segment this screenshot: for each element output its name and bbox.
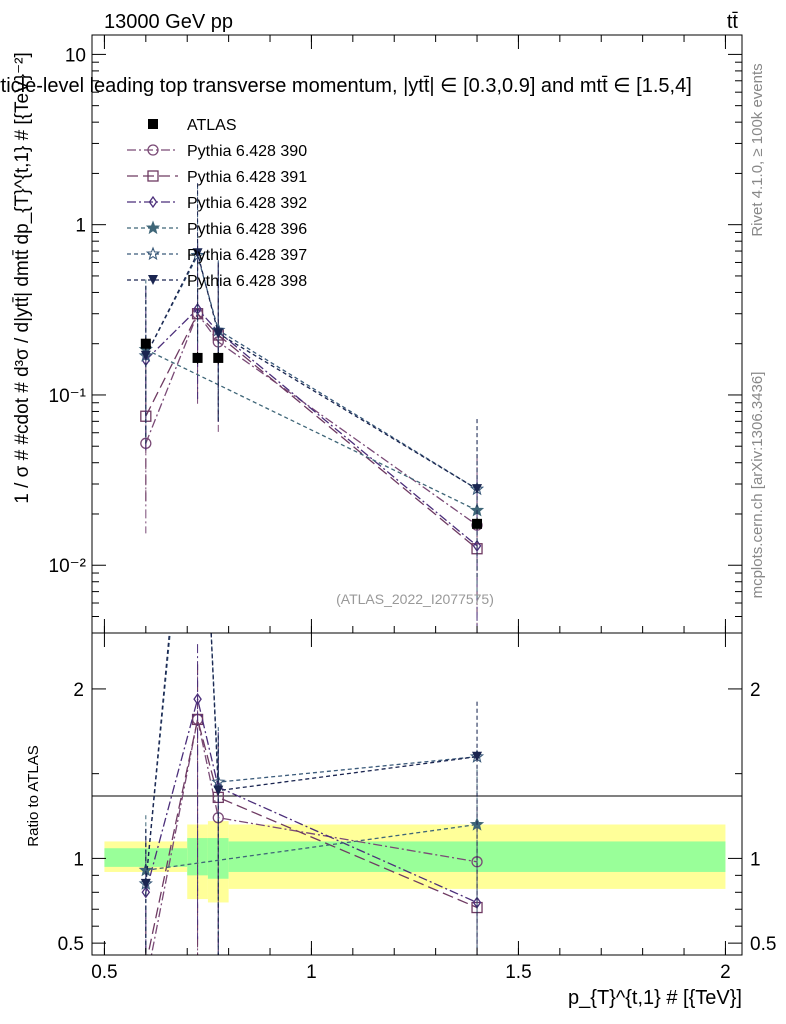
main-line-s392 bbox=[145, 307, 478, 547]
plot-title: rticle-level leading top transverse mome… bbox=[0, 75, 692, 97]
ratio-ytick-label-right-2: 2 bbox=[750, 680, 761, 701]
legend-marker-s398 bbox=[148, 275, 158, 285]
legend-marker-s396 bbox=[145, 220, 161, 235]
ratio-line-s392 bbox=[145, 698, 478, 904]
xtick-label-2: 1.5 bbox=[505, 962, 531, 983]
main-ytick-label-1: 10⁻¹ bbox=[49, 386, 87, 407]
main-point-s398-3 bbox=[472, 484, 483, 495]
main-point-s398-0 bbox=[140, 350, 151, 361]
axis-ticks: 10⁻² 10⁻¹ 1 10 0.5 0.5 1 1 2 2 0.5 1 1.5 2 bbox=[49, 35, 776, 983]
ratio-point-s390-0 bbox=[141, 979, 151, 989]
ratio-point-s398-0 bbox=[140, 878, 151, 889]
process-label: tt̄ bbox=[727, 11, 739, 33]
ratio-frame bbox=[91, 632, 743, 956]
ratio-series-group bbox=[138, 633, 485, 989]
ratio-point-s391-0 bbox=[141, 960, 151, 970]
main-line-s391 bbox=[145, 312, 478, 550]
main-line-s396 bbox=[145, 348, 478, 511]
ratio-ylabel: Ratio to ATLAS bbox=[25, 745, 42, 846]
legend-label-s398: Pythia 6.428 398 bbox=[187, 273, 307, 290]
xtick-label-0: 0.5 bbox=[91, 962, 117, 983]
ratio-line-s391 bbox=[147, 719, 478, 955]
side-mcplots-label: mcplots.cern.ch [arXiv:1306.3436] bbox=[749, 372, 766, 599]
main-point-s398-1 bbox=[192, 248, 203, 259]
data-point-0 bbox=[140, 338, 151, 349]
ratio-point-s392-1 bbox=[193, 692, 202, 706]
main-line-s397 bbox=[145, 253, 478, 490]
legend-marker-s390 bbox=[147, 144, 159, 156]
legend-marker-s392 bbox=[148, 195, 158, 209]
legend-marker-s397 bbox=[145, 246, 161, 261]
legend-label-s396: Pythia 6.428 396 bbox=[187, 221, 307, 238]
data-point-1 bbox=[192, 352, 203, 363]
legend: ATLAS Pythia 6.428 390 Pythia 6.428 391 Pyt… bbox=[127, 117, 307, 290]
legend-label-s391: Pythia 6.428 391 bbox=[187, 169, 307, 186]
legend-label-s392: Pythia 6.428 392 bbox=[187, 195, 307, 212]
data-point-2 bbox=[213, 352, 224, 363]
main-ytick-label-0: 10⁻² bbox=[49, 556, 87, 577]
legend-marker-atlas bbox=[148, 119, 158, 129]
ratio-point-s398-3 bbox=[472, 751, 483, 762]
legend-label-s397: Pythia 6.428 397 bbox=[187, 247, 307, 264]
legend-label-atlas: ATLAS bbox=[187, 117, 237, 134]
main-series-group bbox=[138, 183, 485, 633]
ratio-point-s392-0 bbox=[141, 886, 151, 899]
legend-label-s390: Pythia 6.428 390 bbox=[187, 143, 307, 160]
xtick-label-3: 2 bbox=[720, 962, 731, 983]
legend-marker-s391 bbox=[147, 170, 159, 182]
main-point-s392-3 bbox=[472, 539, 482, 552]
ratio-point-s398-2 bbox=[213, 785, 224, 796]
ratio-ytick-label-1: 1 bbox=[73, 849, 84, 870]
main-point-s398-2 bbox=[213, 328, 224, 339]
ratio-ytick-label-0: 0.5 bbox=[58, 934, 84, 955]
ratio-ytick-label-right-0: 0.5 bbox=[750, 934, 776, 955]
data-point-3 bbox=[472, 518, 483, 529]
main-line-s390 bbox=[145, 312, 478, 526]
main-ylabel: 1 / σ # #cdot # d³σ / d|ytt̄| dmtt̄ dp_{… bbox=[12, 52, 33, 504]
ratio-ytick-label-2: 2 bbox=[73, 680, 84, 701]
ratio-line-s398 bbox=[145, 633, 478, 884]
energy-label: 13000 GeV pp bbox=[104, 11, 233, 33]
xlabel: p_{T}^{t,1} # [{TeV}] bbox=[568, 987, 742, 1009]
ratio-line-s390 bbox=[150, 719, 478, 955]
main-ytick-label-3: 10 bbox=[65, 45, 86, 66]
main-line-s398 bbox=[145, 251, 478, 490]
side-rivet-label: Rivet 4.1.0, ≥ 100k events bbox=[749, 63, 766, 236]
watermark: (ATLAS_2022_I2077575) bbox=[336, 591, 494, 607]
xtick-label-1: 1 bbox=[306, 962, 317, 983]
ratio-ytick-label-right-1: 1 bbox=[750, 849, 761, 870]
main-ytick-label-2: 1 bbox=[75, 216, 86, 237]
